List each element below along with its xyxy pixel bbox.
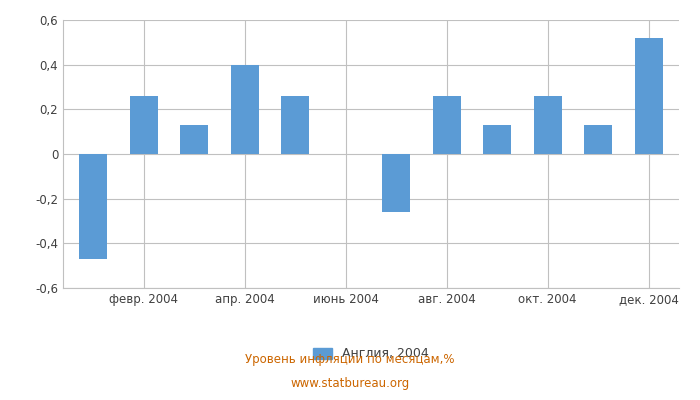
- Legend: Англия, 2004: Англия, 2004: [308, 342, 434, 366]
- Bar: [130, 96, 158, 154]
- Bar: [635, 38, 663, 154]
- Text: www.statbureau.org: www.statbureau.org: [290, 378, 410, 390]
- Bar: [433, 96, 461, 154]
- Bar: [231, 65, 259, 154]
- Text: Уровень инфляции по месяцам,%: Уровень инфляции по месяцам,%: [245, 354, 455, 366]
- Bar: [281, 96, 309, 154]
- Bar: [181, 125, 208, 154]
- Bar: [382, 154, 410, 212]
- Bar: [79, 154, 107, 259]
- Bar: [483, 125, 511, 154]
- Bar: [584, 125, 612, 154]
- Bar: [534, 96, 561, 154]
